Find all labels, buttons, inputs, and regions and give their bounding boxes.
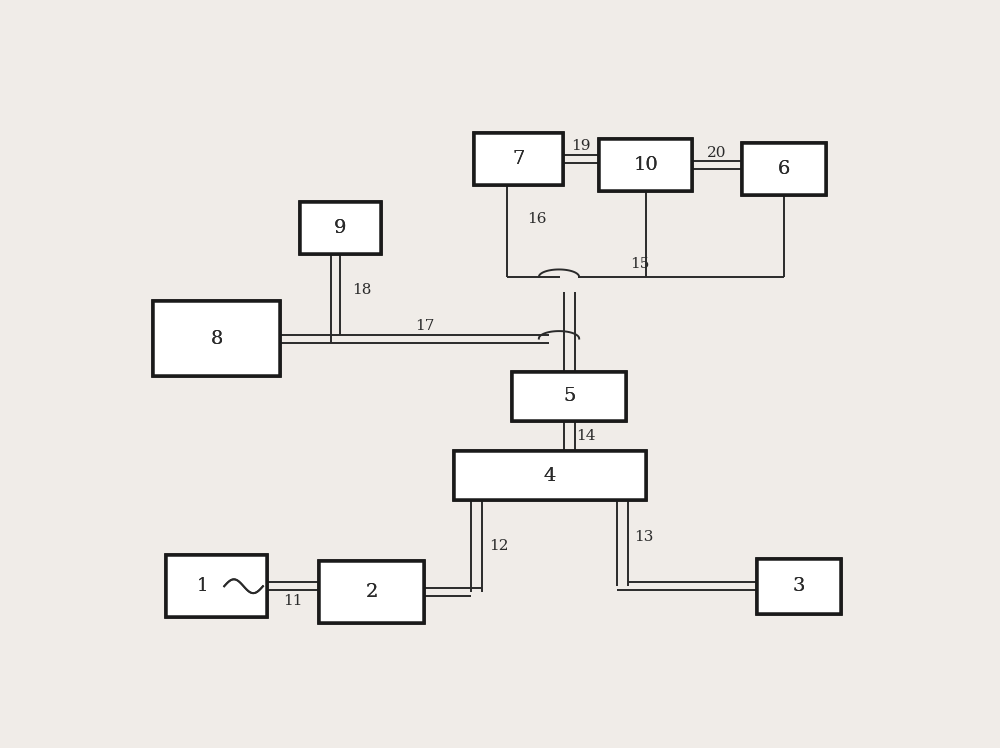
Bar: [166, 555, 267, 617]
Bar: [166, 555, 267, 617]
Text: 12: 12: [489, 539, 508, 553]
Bar: [599, 138, 692, 191]
Bar: [153, 301, 280, 376]
Text: 17: 17: [415, 319, 434, 333]
Bar: [300, 202, 381, 254]
Bar: [599, 138, 692, 191]
Text: 2: 2: [365, 583, 378, 601]
Text: 20: 20: [707, 146, 727, 160]
Text: 1: 1: [197, 577, 208, 595]
Bar: [474, 133, 563, 185]
Text: 5: 5: [563, 387, 575, 405]
Text: 8: 8: [210, 330, 223, 348]
Text: 13: 13: [635, 530, 654, 545]
Text: 16: 16: [527, 212, 546, 227]
Bar: [742, 144, 826, 195]
Bar: [454, 451, 646, 500]
Bar: [512, 372, 626, 420]
Text: 10: 10: [633, 156, 658, 174]
Text: 2: 2: [365, 583, 378, 601]
Text: 19: 19: [572, 139, 591, 153]
Text: 8: 8: [210, 330, 223, 348]
Bar: [474, 133, 563, 185]
Bar: [454, 451, 646, 500]
Text: 18: 18: [352, 283, 372, 298]
Text: 6: 6: [778, 160, 790, 178]
Text: 10: 10: [633, 156, 658, 174]
Bar: [300, 202, 381, 254]
Bar: [757, 559, 841, 613]
Text: 9: 9: [334, 219, 347, 237]
Text: 4: 4: [544, 467, 556, 485]
Text: 11: 11: [283, 594, 303, 607]
Text: 9: 9: [334, 219, 347, 237]
Bar: [319, 561, 424, 623]
Bar: [742, 144, 826, 195]
Text: 7: 7: [513, 150, 525, 168]
Bar: [319, 561, 424, 623]
Text: 7: 7: [513, 150, 525, 168]
Text: 15: 15: [630, 257, 649, 272]
Bar: [757, 559, 841, 613]
Text: 4: 4: [544, 467, 556, 485]
Text: 14: 14: [576, 429, 596, 443]
Text: 5: 5: [563, 387, 575, 405]
Text: 1: 1: [197, 577, 208, 595]
Bar: [153, 301, 280, 376]
Text: 6: 6: [778, 160, 790, 178]
Text: 3: 3: [793, 577, 806, 595]
Text: 3: 3: [793, 577, 806, 595]
Bar: [512, 372, 626, 420]
